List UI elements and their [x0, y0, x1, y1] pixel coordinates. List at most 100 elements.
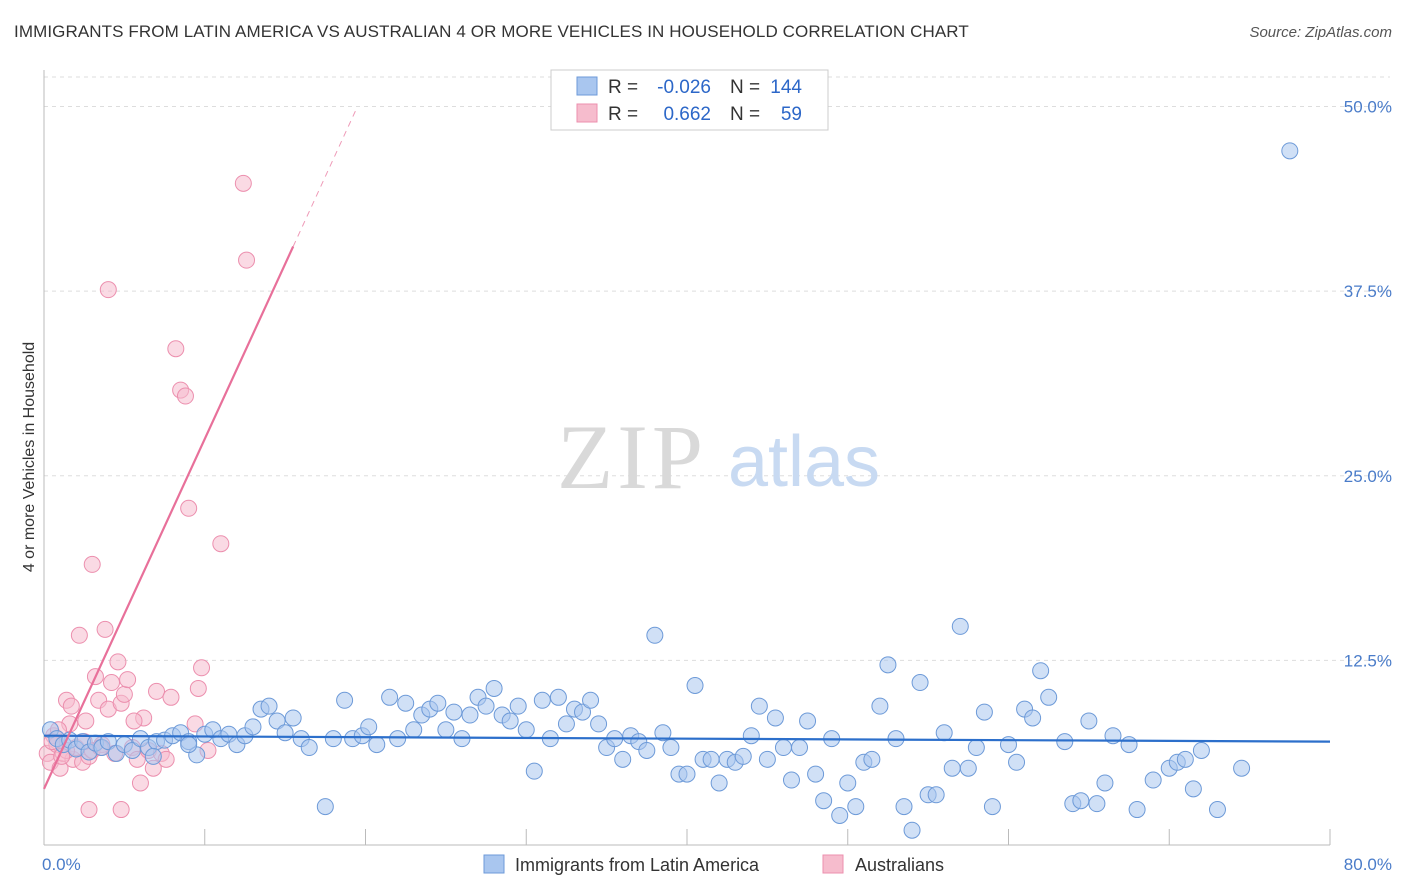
point-latin-america [574, 703, 592, 721]
point-latin-america [1233, 759, 1251, 777]
point-latin-america [686, 676, 704, 694]
point-australians [77, 712, 95, 730]
point-latin-america [1096, 774, 1114, 792]
bottom-legend-label-2: Australians [855, 855, 944, 875]
trend-line-australians [43, 246, 295, 790]
point-australians [189, 679, 207, 697]
point-latin-america [678, 765, 696, 783]
point-latin-america [525, 762, 543, 780]
point-australians [109, 653, 127, 671]
point-latin-america [967, 739, 985, 757]
legend-swatch-pink [576, 103, 598, 123]
point-latin-america [935, 724, 953, 742]
point-latin-america [1008, 753, 1026, 771]
point-latin-america [782, 771, 800, 789]
series-latin-america-points [41, 142, 1299, 839]
point-latin-america [429, 694, 447, 712]
point-latin-america [734, 747, 752, 765]
trend-line-latin-america [43, 734, 1331, 743]
bottom-legend-swatch-pink [822, 854, 844, 874]
point-latin-america [405, 721, 423, 739]
point-latin-america [911, 674, 929, 692]
point-latin-america [582, 691, 600, 709]
watermark-atlas: atlas [728, 422, 880, 502]
legend-n-value-2: 59 [781, 104, 802, 125]
point-latin-america [1040, 688, 1058, 706]
point-latin-america [895, 798, 913, 816]
point-latin-america [180, 736, 198, 754]
point-latin-america [646, 626, 664, 644]
point-latin-america [903, 821, 921, 839]
point-latin-america [461, 706, 479, 724]
point-latin-america [1208, 801, 1226, 819]
y-tick-label: 25.0% [1344, 467, 1392, 486]
point-latin-america [477, 697, 495, 715]
point-latin-america [389, 730, 407, 748]
point-latin-america [300, 739, 318, 757]
point-australians [96, 620, 114, 638]
point-australians [167, 340, 185, 358]
point-australians [112, 801, 130, 819]
point-latin-america [284, 709, 302, 727]
point-latin-america [959, 759, 977, 777]
point-latin-america [710, 774, 728, 792]
point-australians [103, 674, 121, 692]
point-australians [148, 682, 166, 700]
point-australians [125, 712, 143, 730]
point-latin-america [839, 774, 857, 792]
point-latin-america [1032, 662, 1050, 680]
point-latin-america [1000, 736, 1017, 754]
point-latin-america [774, 739, 792, 757]
point-latin-america [766, 709, 784, 727]
point-latin-america [336, 691, 354, 709]
point-latin-america [381, 688, 399, 706]
point-latin-america [614, 750, 632, 768]
x-tick-label-min: 0.0% [42, 855, 81, 874]
legend-r-label-2: R = [608, 104, 638, 125]
point-latin-america [1080, 712, 1098, 730]
point-latin-america [654, 724, 672, 742]
y-tick-label: 50.0% [1344, 98, 1392, 117]
point-latin-america [847, 798, 865, 816]
point-latin-america [975, 703, 993, 721]
point-latin-america [662, 739, 680, 757]
point-australians [238, 251, 256, 269]
point-latin-america [437, 721, 455, 739]
watermark-zip: ZIP [557, 406, 707, 508]
point-latin-america [879, 656, 897, 674]
point-latin-america [316, 798, 334, 816]
point-latin-america [815, 792, 833, 810]
point-latin-america [244, 718, 262, 736]
point-latin-america [1128, 801, 1146, 819]
trend-lines [43, 106, 1331, 790]
correlation-legend: R = -0.026 N = 144 R = 0.662 N = 59 [550, 69, 829, 131]
point-australians [115, 685, 133, 703]
point-latin-america [863, 750, 881, 768]
x-tick-label-max: 80.0% [1344, 855, 1392, 874]
point-australians [212, 535, 230, 553]
point-australians [176, 387, 194, 405]
point-latin-america [485, 679, 503, 697]
point-australians [99, 281, 117, 299]
x-axis-ticks [204, 829, 1331, 845]
point-latin-america [276, 724, 294, 742]
bottom-legend-label-1: Immigrants from Latin America [515, 855, 760, 875]
point-latin-america [368, 736, 386, 754]
point-latin-america [1281, 142, 1299, 160]
point-latin-america [983, 798, 1001, 816]
point-latin-america [1072, 792, 1090, 810]
point-latin-america [1088, 795, 1106, 813]
point-latin-america [144, 747, 162, 765]
point-latin-america [1184, 780, 1202, 798]
y-tick-label: 12.5% [1344, 651, 1392, 670]
legend-r-label-1: R = [608, 77, 638, 98]
point-latin-america [702, 750, 720, 768]
source-label: Source: ZipAtlas.com [1249, 24, 1392, 41]
point-australians [70, 626, 88, 644]
point-latin-america [758, 750, 776, 768]
series-legend: Immigrants from Latin America Australian… [483, 854, 944, 875]
point-latin-america [397, 694, 415, 712]
point-australians [180, 499, 198, 517]
legend-n-label-1: N = [730, 77, 760, 98]
point-latin-america [509, 697, 527, 715]
